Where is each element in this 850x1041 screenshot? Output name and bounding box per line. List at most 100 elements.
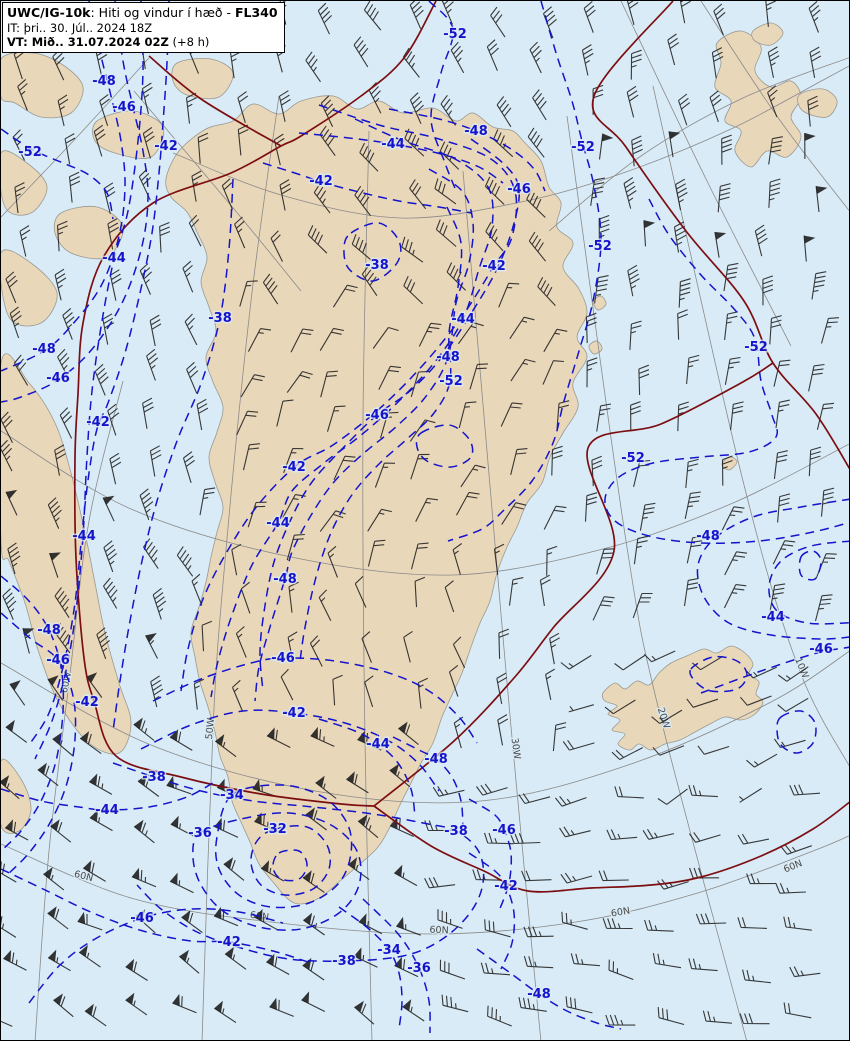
fir-boundaries [73, 1, 849, 893]
isotherm-line [428, 1, 458, 194]
isotherm-line [700, 646, 849, 694]
isotherm-label: -42 [494, 879, 518, 894]
isotherm-label: -48 [32, 342, 56, 357]
wind-barbs [1, 1, 840, 1027]
isotherm-label: -36 [188, 826, 212, 841]
graticule-label: 60N [429, 925, 449, 937]
isotherm-line [180, 104, 518, 692]
fir-boundary-line [373, 362, 774, 807]
isotherm-label: -38 [332, 954, 356, 969]
isotherm-label: -48 [436, 350, 460, 365]
isotherm-label: -42 [282, 706, 306, 721]
isotherm-label: -46 [492, 823, 516, 838]
isotherm-label: -34 [377, 943, 401, 958]
isotherm-line [272, 849, 308, 882]
isotherm-label: -52 [588, 239, 612, 254]
isotherm-label: -38 [142, 770, 166, 785]
isotherm-line [1, 1, 149, 403]
isotherm-label: -42 [75, 695, 99, 710]
isotherm-label: -42 [154, 139, 178, 154]
isotherm-line [468, 852, 516, 970]
isotherm-line [798, 550, 822, 581]
isotherm-label: -46 [507, 182, 531, 197]
isotherm-line [476, 948, 622, 1030]
isotherm-line [298, 132, 504, 184]
valid-time: VT: Mið.. 31.07.2024 02Z (+8 h) [7, 35, 210, 49]
isotherm-line [318, 718, 416, 817]
fir-boundary-line [591, 1, 849, 470]
graticule-label: 50W [204, 717, 217, 740]
isotherm-label: -44 [72, 529, 96, 544]
isotherm-line [388, 108, 546, 192]
isotherm-line [254, 168, 475, 702]
landmass-svalbard-ne [797, 88, 838, 118]
isotherm-line [1, 128, 114, 220]
isotherm-label: -48 [273, 572, 297, 587]
chart-subtitle: : Hiti og vindur í hæð - [90, 5, 235, 20]
isotherm-label: -44 [95, 803, 119, 818]
landmass-svalbard [714, 30, 802, 168]
landmass-ellesmere [1, 52, 84, 119]
issue-time: IT: þri.. 30. Júl.. 2024 18Z [7, 20, 153, 35]
isotherm-line [34, 1, 144, 760]
isotherm-label: -46 [365, 408, 389, 423]
isotherm-label: -44 [451, 312, 475, 327]
isotherm-line [604, 198, 849, 545]
isotherm-line [152, 657, 478, 744]
isotherm-line [112, 762, 485, 962]
isotherm-line [696, 498, 849, 640]
isotherm-line [1, 868, 312, 964]
isotherm-label: -52 [621, 451, 645, 466]
isotherm-label: -46 [46, 371, 70, 386]
isotherm-label: -48 [37, 623, 61, 638]
isotherm-line [192, 812, 362, 931]
isotherm-label: -36 [407, 961, 431, 976]
isotherm-line [447, 1, 602, 542]
isotherm-label: -42 [309, 174, 333, 189]
isotherm-label: -52 [443, 27, 467, 42]
isotherm-label: -46 [271, 651, 295, 666]
isotherm-label: -44 [381, 137, 405, 152]
isotherm-line [1, 612, 77, 876]
landmass-svalbard-n [751, 22, 784, 46]
isotherm-label: -46 [46, 653, 70, 668]
isotherm-label: -42 [282, 460, 306, 475]
isotherm-line [338, 906, 403, 1030]
landmass-baffin [1, 353, 132, 755]
graticule-label: 30W [509, 737, 523, 760]
isotherm-line [28, 907, 284, 1004]
isotherm-label: -48 [696, 529, 720, 544]
landmass-island-nw-3 [53, 205, 124, 260]
isotherm-line [1, 1, 126, 372]
landmass-islet-e1 [592, 295, 607, 311]
isotherm-line [1, 575, 65, 852]
isotherm-label: -44 [366, 737, 390, 752]
isotherm-label: -44 [266, 516, 290, 531]
graticule-label: 60N [610, 905, 631, 919]
isotherm-label: -48 [464, 124, 488, 139]
isotherm-line [768, 540, 849, 625]
isotherm-label: -52 [439, 374, 463, 389]
isotherm-label: -48 [527, 987, 551, 1002]
isotherm-line [210, 118, 494, 698]
isotherm-line [140, 709, 440, 792]
isotherm-label: -46 [130, 911, 154, 926]
isotherm-value-labels: -52 -48 -46 -42 -44 -38 -48 -46 -42 -44 -48 -46 -42 -… [17, 26, 835, 1004]
isotherm-label: -48 [92, 74, 116, 89]
isotherm-line [468, 798, 513, 912]
isotherm-label: -48 [424, 752, 448, 767]
isotherm-line [776, 710, 817, 754]
landmass-iceland [601, 645, 764, 751]
isotherm-label: -44 [761, 610, 785, 625]
isotherm-label: -38 [444, 824, 468, 839]
isotherm-label: -46 [112, 100, 136, 115]
isotherm-label: -52 [571, 140, 595, 155]
isotherm-line [250, 825, 332, 896]
isotherm-line [343, 222, 402, 282]
isotherm-label: -42 [217, 935, 241, 950]
landmass-island-nw-4 [1, 249, 58, 327]
isotherm-line [362, 898, 431, 1034]
